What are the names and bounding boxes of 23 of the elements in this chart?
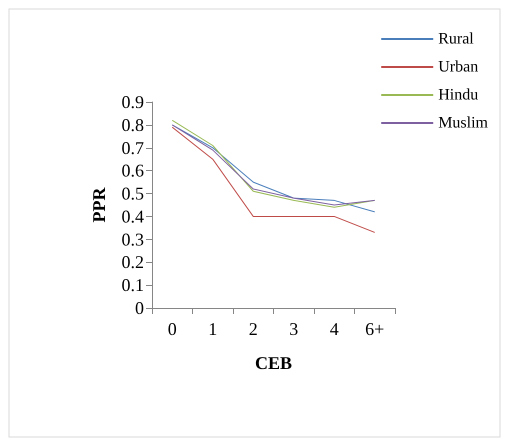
y-tick-label: 0.3: [122, 229, 144, 250]
legend-label: Urban: [438, 58, 478, 76]
y-tick-label: 0.1: [122, 275, 144, 296]
y-tick-label: 0.4: [122, 206, 144, 226]
y-tick-label: 0.8: [122, 114, 144, 135]
y-tick-label: 0.9: [122, 92, 144, 112]
x-tick-label: 3: [289, 319, 298, 339]
x-tick-label: 4: [330, 319, 339, 339]
x-tick-label: 6+: [365, 319, 384, 339]
legend-label: Rural: [438, 30, 474, 48]
x-tick-label: 1: [208, 319, 218, 339]
y-tick-label: 0: [135, 298, 144, 318]
x-axis-title: CEB: [254, 353, 292, 373]
y-tick-label: 0.7: [122, 138, 144, 158]
legend-label: Hindu: [438, 86, 478, 104]
y-tick-label: 0.2: [122, 252, 144, 272]
x-tick-label: 2: [248, 319, 258, 339]
line-series: [172, 126, 376, 233]
y-tick-label: 0.5: [122, 184, 144, 204]
legend-label: Muslim: [438, 114, 489, 132]
y-tick-label: 0.6: [122, 160, 144, 181]
y-axis-title: PPR: [89, 186, 109, 222]
x-tick-label: 0: [168, 319, 177, 339]
